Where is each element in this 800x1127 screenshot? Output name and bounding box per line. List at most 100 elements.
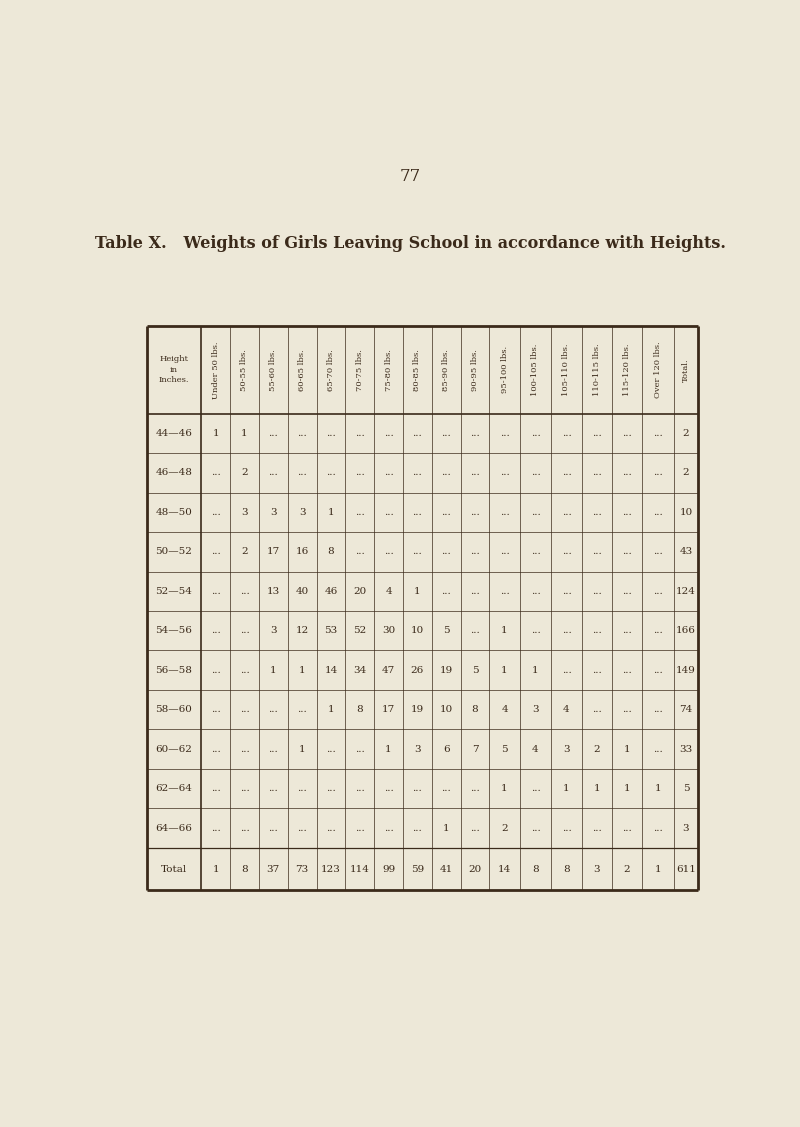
Text: ...: ... [470,548,480,557]
Text: 41: 41 [439,864,453,873]
Text: 60—62: 60—62 [155,745,192,754]
Text: ...: ... [442,548,451,557]
Text: ...: ... [413,469,422,478]
Text: ...: ... [384,784,394,793]
Text: ...: ... [562,469,571,478]
Text: ...: ... [210,745,221,754]
Text: ...: ... [653,508,663,517]
Text: 1: 1 [443,824,450,833]
Text: 62—64: 62—64 [155,784,192,793]
Text: 5: 5 [443,627,450,636]
Text: ...: ... [355,784,365,793]
Text: ...: ... [326,469,336,478]
Text: 1: 1 [502,627,508,636]
Text: ...: ... [592,469,602,478]
Text: ...: ... [384,429,394,437]
Text: ...: ... [653,666,663,675]
Text: 46—48: 46—48 [155,469,192,478]
Text: ...: ... [592,627,602,636]
Text: ...: ... [239,706,250,715]
Text: 26: 26 [410,666,424,675]
Text: 4: 4 [532,745,539,754]
Text: 124: 124 [676,587,696,596]
Text: 1: 1 [298,666,306,675]
Text: ...: ... [500,548,510,557]
Text: ...: ... [326,784,336,793]
Text: ...: ... [530,784,540,793]
Text: 166: 166 [676,627,696,636]
Text: Height
in
Inches.: Height in Inches. [158,355,189,384]
Text: 34: 34 [353,666,366,675]
Text: ...: ... [298,784,307,793]
Text: 2: 2 [502,824,508,833]
Text: ...: ... [653,587,663,596]
Text: ...: ... [210,469,221,478]
Text: ...: ... [622,587,632,596]
Text: ...: ... [562,627,571,636]
Text: ...: ... [622,548,632,557]
Text: 10: 10 [439,706,453,715]
Text: ...: ... [210,548,221,557]
Text: Over 120 lbs.: Over 120 lbs. [654,341,662,398]
Text: ...: ... [298,429,307,437]
Text: ...: ... [530,587,540,596]
Text: ...: ... [592,666,602,675]
Text: ...: ... [355,745,365,754]
Text: 59: 59 [410,864,424,873]
Text: 80-85 lbs.: 80-85 lbs. [414,349,422,391]
Text: ...: ... [384,469,394,478]
Text: 1: 1 [328,706,334,715]
Text: ...: ... [592,548,602,557]
Text: ...: ... [442,508,451,517]
Text: 53: 53 [324,627,338,636]
Text: 43: 43 [679,548,693,557]
Text: ...: ... [562,824,571,833]
Text: ...: ... [210,666,221,675]
Text: ...: ... [530,824,540,833]
Text: 8: 8 [357,706,363,715]
Text: 8: 8 [472,706,478,715]
Text: ...: ... [592,508,602,517]
Text: Under 50 lbs.: Under 50 lbs. [212,341,220,399]
Text: ...: ... [530,627,540,636]
Text: ...: ... [562,666,571,675]
Text: ...: ... [653,824,663,833]
Text: ...: ... [500,508,510,517]
Text: 10: 10 [679,508,693,517]
Text: 99: 99 [382,864,395,873]
Text: 60-65 lbs.: 60-65 lbs. [298,349,306,391]
Text: ...: ... [562,587,571,596]
Text: ...: ... [326,429,336,437]
Text: 3: 3 [241,508,248,517]
Text: ...: ... [384,824,394,833]
Text: 55-60 lbs.: 55-60 lbs. [270,349,278,391]
Text: ...: ... [355,824,365,833]
Text: 5: 5 [682,784,690,793]
Text: ...: ... [592,429,602,437]
Text: 16: 16 [295,548,309,557]
Text: 1: 1 [212,864,219,873]
Text: 1: 1 [386,745,392,754]
Text: ...: ... [210,784,221,793]
Text: ...: ... [530,508,540,517]
Text: ...: ... [470,508,480,517]
Text: ...: ... [210,706,221,715]
Text: ...: ... [326,824,336,833]
Text: 65-70 lbs.: 65-70 lbs. [327,349,335,391]
Text: ...: ... [622,508,632,517]
Text: 2: 2 [241,548,248,557]
Text: 1: 1 [654,864,662,873]
Text: 52—54: 52—54 [155,587,192,596]
Text: 44—46: 44—46 [155,429,192,437]
Text: 3: 3 [594,864,600,873]
Text: ...: ... [470,587,480,596]
Text: 1: 1 [654,784,662,793]
Text: 70-75 lbs.: 70-75 lbs. [356,349,364,391]
Text: 54—56: 54—56 [155,627,192,636]
Text: ...: ... [413,508,422,517]
Text: ...: ... [298,706,307,715]
Text: 4: 4 [502,706,508,715]
Text: 1: 1 [328,508,334,517]
Text: 20: 20 [353,587,366,596]
Text: 1: 1 [532,666,539,675]
